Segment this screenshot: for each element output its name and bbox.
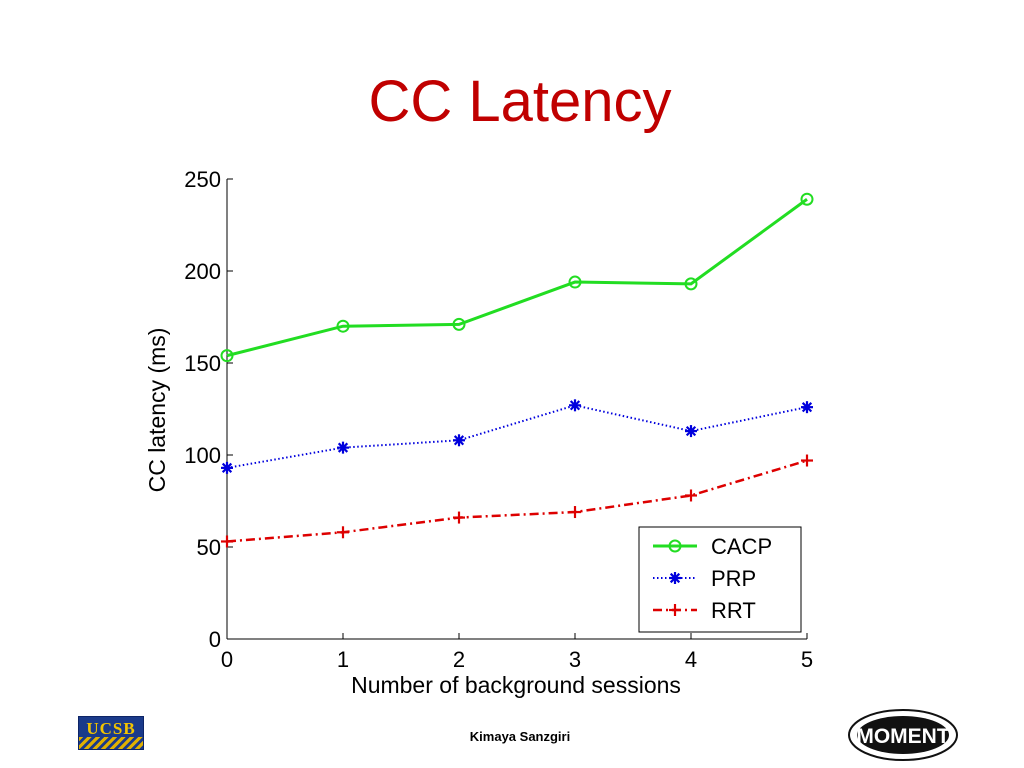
series-line-cacp [226,198,808,358]
marker-stroke [221,462,233,473]
data-point-prp [685,425,697,438]
data-point-prp [453,434,465,447]
data-point-rrt [453,511,465,524]
y-tick-label: 150 [184,351,221,376]
marker-stroke [685,425,697,437]
legend-marker-cacp [668,539,682,553]
marker-stroke [453,435,465,446]
series-cacp [220,192,814,363]
legend-marker-prp [669,572,681,584]
series-rrt [221,454,813,548]
ucsb-logo: UCSB [78,716,144,750]
legend-label-prp: PRP [711,566,756,591]
series-line-prp [226,404,808,469]
data-point-prp [337,441,349,454]
x-tick-label: 0 [221,647,233,672]
x-tick-label: 3 [569,647,581,672]
x-tick-label: 1 [337,647,349,672]
data-point-cacp [568,275,582,289]
chart-series-layer [220,192,814,548]
y-tick-label: 100 [184,443,221,468]
marker-stroke [569,400,581,411]
data-point-rrt [685,489,697,502]
series-line-rrt [226,459,808,543]
chart-axes: 0 50 100 150 200 250 0 1 2 3 4 5 [184,167,813,672]
data-point-rrt [337,526,349,539]
data-point-cacp [220,349,234,363]
presenter-name: Kimaya Sanzgiri [469,729,571,744]
data-point-prp [569,399,581,412]
y-tick-label: 200 [184,259,221,284]
legend-marker-rrt [669,604,681,616]
y-tick-label: 250 [184,167,221,192]
legend-label-rrt: RRT [711,598,756,623]
moment-logo-text: MOMENT [856,725,949,748]
x-tick-label: 4 [685,647,697,672]
data-point-prp [221,461,233,474]
moment-logo: MOMENT [848,709,958,761]
ucsb-logo-waves [79,737,143,749]
data-point-rrt [221,535,233,548]
data-point-cacp [452,317,466,331]
slide-title: CC Latency [368,69,672,134]
x-tick-label: 2 [453,647,465,672]
legend-label-cacp: CACP [711,534,772,559]
y-tick-label: 0 [209,627,221,652]
marker-stroke [669,572,681,584]
y-tick-label: 50 [197,535,221,560]
data-point-prp [801,401,813,414]
data-point-cacp [800,192,814,206]
y-axis-label: CC latency (ms) [144,328,170,493]
ucsb-logo-wordmark: UCSB [86,719,136,738]
data-point-rrt [801,454,813,467]
data-point-cacp [336,319,350,333]
marker-stroke [801,402,813,413]
x-axis-label: Number of background sessions [351,672,681,698]
marker-stroke [337,442,349,453]
data-point-cacp [684,277,698,291]
series-prp [221,399,813,474]
x-tick-label: 5 [801,647,813,672]
data-point-rrt [569,506,581,519]
chart-legend: CACP PRP RRT [638,526,802,633]
latency-line-chart: 0 50 100 150 200 250 0 1 2 3 4 5 CACP PRP RRT Number … [144,167,814,698]
